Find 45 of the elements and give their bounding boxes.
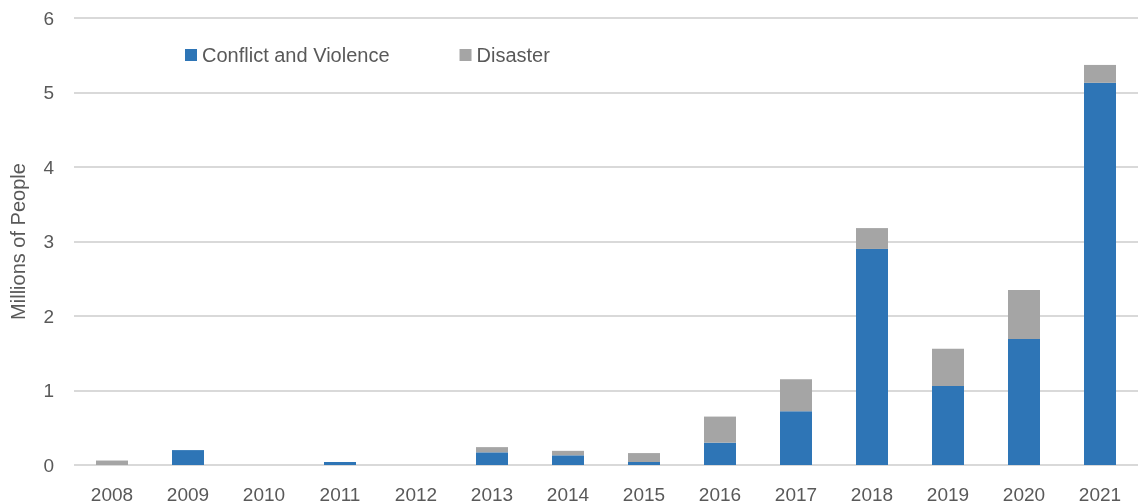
x-tick-label: 2011 (319, 484, 361, 504)
x-tick-label: 2015 (622, 484, 666, 504)
bar (476, 447, 508, 453)
y-tick-label: 5 (43, 82, 54, 103)
x-tick-label: 2021 (1078, 484, 1122, 504)
bar (628, 462, 660, 465)
bar (1008, 289, 1040, 340)
y-tick-label: 3 (43, 231, 54, 252)
y-axis-title: Millions of People (7, 163, 29, 320)
bar (96, 460, 128, 465)
x-tick-label: 2013 (470, 484, 514, 504)
bar (476, 452, 508, 465)
x-tick-label: 2012 (394, 484, 438, 504)
bar (856, 248, 888, 465)
x-tick-label: 2020 (1002, 484, 1046, 504)
bar (1008, 339, 1040, 465)
bar (704, 442, 736, 465)
bar (552, 450, 584, 456)
x-tick-label: 2014 (546, 484, 590, 504)
bar (1084, 64, 1116, 83)
x-tick-label: 2019 (926, 484, 970, 504)
bar (856, 228, 888, 249)
bar (172, 450, 204, 465)
y-tick-label: 1 (43, 380, 54, 401)
bar (1084, 82, 1116, 465)
y-tick-label: 0 (43, 454, 54, 476)
bar (780, 379, 812, 412)
legend-label: Disaster (476, 44, 551, 66)
x-tick-label: 2010 (242, 484, 286, 504)
bar (552, 455, 584, 465)
y-tick-label: 2 (43, 305, 54, 327)
legend-label: Conflict and Violence (202, 44, 390, 66)
y-tick-label: 4 (43, 156, 55, 178)
bar (780, 411, 812, 465)
x-tick-label: 2018 (850, 484, 894, 504)
bar (932, 386, 964, 465)
x-tick-label: 2017 (774, 484, 818, 504)
x-tick-label: 2009 (166, 484, 210, 504)
y-tick-label: 6 (43, 7, 54, 29)
bar (324, 462, 356, 465)
bar (704, 416, 736, 443)
bar (628, 453, 660, 463)
x-tick-label: 2016 (698, 484, 742, 504)
bar (932, 348, 964, 387)
x-tick-label: 2008 (90, 484, 134, 504)
